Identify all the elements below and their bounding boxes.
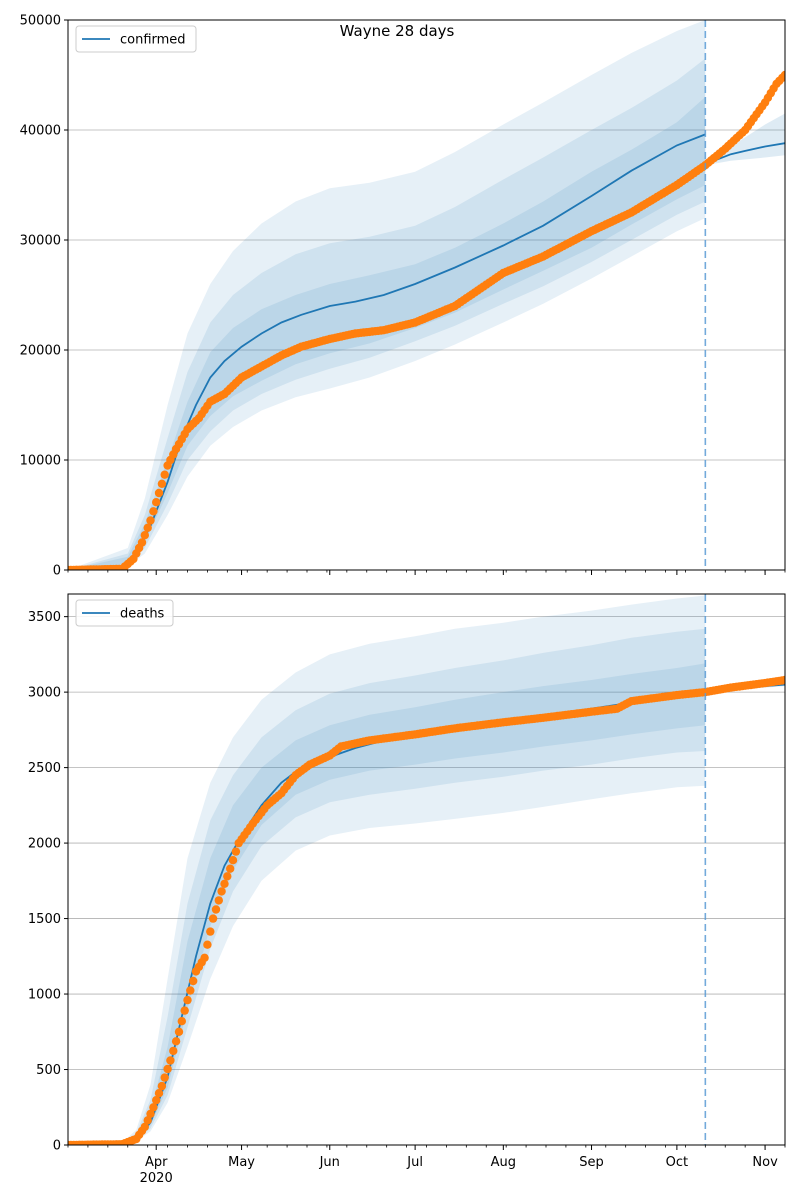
observed-point bbox=[177, 1017, 186, 1026]
y-tick-label: 0 bbox=[53, 564, 61, 579]
x-tick-label: Jul bbox=[406, 1155, 423, 1170]
observed-point bbox=[152, 1096, 161, 1105]
observed-point bbox=[149, 1103, 158, 1112]
y-tick-label: 30000 bbox=[20, 234, 61, 249]
observed-point bbox=[217, 887, 226, 896]
legend-label: confirmed bbox=[120, 33, 186, 48]
observed-point bbox=[163, 1064, 172, 1074]
observed-point bbox=[143, 1116, 152, 1125]
observed-point bbox=[166, 1056, 175, 1065]
observed-point bbox=[140, 531, 149, 540]
plot-area bbox=[68, 595, 785, 1145]
x-tick-label: May bbox=[228, 1155, 255, 1170]
observed-point bbox=[152, 498, 161, 507]
observed-point bbox=[223, 872, 232, 881]
y-tick-label: 10000 bbox=[20, 454, 61, 469]
observed-point bbox=[154, 488, 164, 498]
y-tick-label: 500 bbox=[36, 1063, 61, 1078]
confidence-band-2 bbox=[68, 58, 706, 570]
confirmed-panel: 0 10000 20000 30000 40000 50000 confirmed bbox=[20, 14, 786, 579]
observed-point bbox=[169, 1046, 178, 1056]
observed-point bbox=[214, 896, 223, 905]
observed-point bbox=[220, 879, 229, 888]
observed-point bbox=[203, 940, 212, 949]
observed-point bbox=[189, 976, 198, 986]
x-tick-sublabel: 2020 bbox=[140, 1171, 173, 1186]
observed-point bbox=[208, 914, 218, 923]
observed-point bbox=[143, 523, 152, 532]
figure-title: Wayne 28 days bbox=[340, 22, 455, 40]
y-tick-label: 3000 bbox=[28, 686, 61, 701]
y-tick-label: 0 bbox=[53, 1139, 61, 1154]
y-tick-label: 40000 bbox=[20, 124, 61, 139]
x-tick-label: Apr bbox=[145, 1155, 168, 1170]
x-tick-label: Nov bbox=[752, 1155, 778, 1170]
observed-point bbox=[154, 1089, 164, 1098]
legend-box bbox=[75, 25, 197, 53]
legend-label: deaths bbox=[120, 607, 165, 622]
observed-point bbox=[206, 927, 215, 936]
confidence-band-2 bbox=[68, 628, 706, 1145]
observed-series bbox=[68, 70, 785, 570]
observed-point bbox=[226, 864, 235, 873]
observed-point bbox=[228, 856, 238, 865]
observed-point bbox=[186, 986, 195, 995]
observed-point bbox=[146, 516, 155, 525]
observed-point bbox=[174, 1027, 184, 1037]
observed-point bbox=[149, 507, 158, 516]
observed-point bbox=[157, 1081, 167, 1091]
observed-point bbox=[137, 538, 147, 547]
observed-point bbox=[780, 675, 785, 685]
legend-box bbox=[75, 599, 174, 627]
observed-point bbox=[160, 1073, 169, 1082]
observed-point bbox=[160, 470, 169, 479]
observed-point bbox=[171, 1037, 181, 1046]
observed-point bbox=[211, 905, 221, 914]
observed-point bbox=[146, 1109, 155, 1119]
plot-area bbox=[68, 20, 785, 570]
y-tick-label: 2500 bbox=[28, 761, 61, 776]
confidence-band-1 bbox=[68, 20, 706, 570]
observed-point bbox=[780, 70, 785, 80]
y-tick-label: 2000 bbox=[28, 837, 61, 852]
x-tick-label: Jun bbox=[319, 1155, 340, 1170]
confidence-band-1 bbox=[68, 595, 706, 1145]
model-line bbox=[68, 133, 706, 570]
x-tick-label: Oct bbox=[666, 1155, 688, 1170]
y-tick-label: 20000 bbox=[20, 344, 61, 359]
x-tick-label: Sep bbox=[579, 1155, 604, 1170]
observed-series bbox=[68, 675, 785, 1145]
legend: confirmed bbox=[75, 25, 197, 53]
y-tick-label: 1500 bbox=[28, 912, 61, 927]
observed-point bbox=[157, 479, 167, 488]
y-tick-label: 1000 bbox=[28, 988, 61, 1003]
x-tick-label: Aug bbox=[491, 1155, 516, 1170]
legend: deaths bbox=[75, 599, 174, 627]
y-tick-label: 50000 bbox=[20, 14, 61, 29]
y-tick-label: 3500 bbox=[28, 610, 61, 625]
observed-point bbox=[200, 953, 209, 962]
observed-point bbox=[180, 1006, 189, 1015]
confidence-band-3 bbox=[68, 663, 706, 1145]
observed-point bbox=[140, 1122, 149, 1132]
observed-point bbox=[183, 995, 192, 1005]
observed-point bbox=[231, 847, 241, 856]
